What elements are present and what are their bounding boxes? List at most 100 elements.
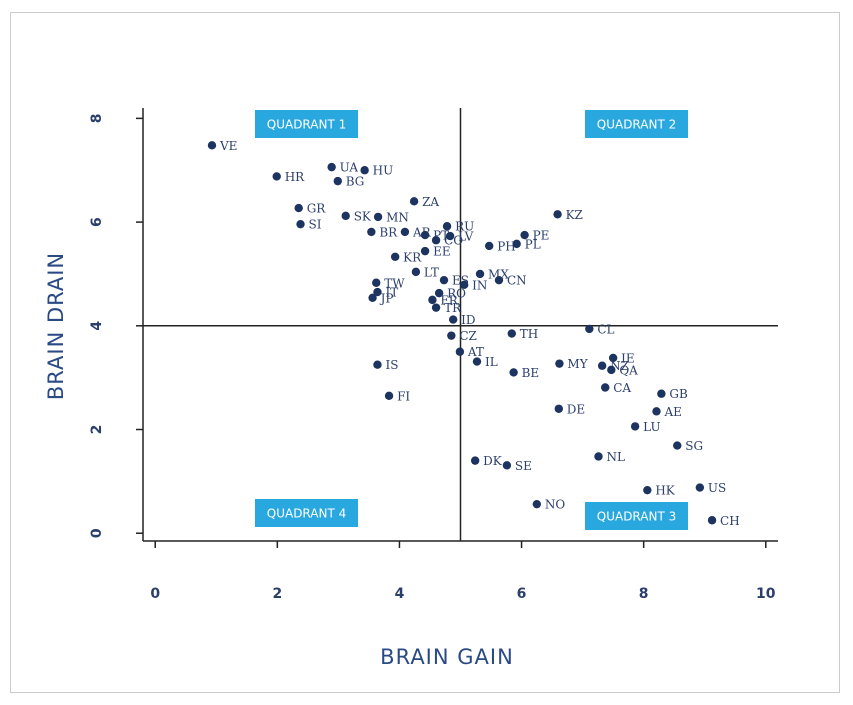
point: [607, 365, 616, 375]
point-label: IE: [621, 351, 635, 365]
point: [390, 252, 400, 262]
point: [360, 166, 369, 175]
point-label: PE: [533, 229, 550, 243]
point: [502, 461, 512, 470]
point-label: JP: [379, 291, 394, 305]
point-label: SK: [354, 209, 372, 223]
point: [597, 361, 607, 370]
point-label: QA: [619, 363, 638, 377]
point: [695, 483, 705, 492]
point: [442, 222, 452, 231]
point: [447, 331, 456, 340]
point: [367, 227, 376, 237]
point-label: SI: [309, 218, 322, 232]
x-tick-label: 4: [395, 586, 405, 602]
point: [372, 278, 381, 287]
point: [207, 141, 217, 150]
quadrant-label: QUADRANT 1: [267, 118, 347, 132]
point-label: CH: [720, 514, 740, 528]
point: [643, 485, 652, 495]
point: [439, 275, 449, 285]
point: [601, 383, 610, 392]
point-label: AE: [663, 405, 681, 419]
point: [294, 203, 303, 213]
y-tick-label: 4: [89, 321, 105, 331]
point-label: PL: [525, 237, 541, 251]
point: [475, 269, 485, 279]
point-label: TR: [444, 301, 462, 315]
point: [673, 441, 682, 450]
point-label: MX: [488, 267, 509, 281]
point-label: SG: [685, 439, 703, 453]
point: [455, 347, 465, 356]
frame: [10, 12, 840, 693]
point-label: TH: [520, 327, 538, 341]
point-label: VE: [219, 139, 237, 153]
point-label: KR: [403, 250, 422, 264]
point: [333, 176, 342, 186]
quadrant-label: QUADRANT 2: [597, 118, 677, 132]
point: [554, 404, 564, 413]
y-tick-label: 6: [89, 217, 105, 227]
point: [707, 516, 717, 525]
point-label: NO: [545, 498, 566, 512]
y-axis-title: BRAIN DRAIN: [44, 252, 68, 400]
point: [411, 267, 421, 277]
point: [532, 499, 542, 509]
point: [420, 246, 430, 256]
point-label: NL: [606, 450, 625, 464]
point-label: BR: [379, 225, 398, 239]
point-label: UA: [340, 161, 359, 175]
point-label: MY: [567, 357, 588, 371]
point-label: US: [708, 481, 726, 495]
point-label: CA: [613, 381, 631, 395]
point: [327, 162, 336, 172]
point: [509, 368, 518, 377]
quadrant-label: QUADRANT 3: [597, 510, 677, 524]
point-label: GR: [307, 202, 327, 216]
point-label: HU: [373, 164, 394, 178]
point: [400, 227, 410, 237]
y-tick-label: 0: [89, 528, 105, 538]
point: [657, 389, 666, 398]
point-label: BG: [346, 175, 365, 189]
x-tick-label: 2: [272, 586, 282, 602]
point: [594, 452, 603, 461]
point: [431, 236, 441, 245]
x-axis-title: BRAIN GAIN: [380, 645, 514, 669]
point-label: CL: [597, 322, 614, 336]
point: [373, 287, 382, 297]
point-label: BE: [522, 366, 540, 380]
quadrant-box: [255, 499, 358, 527]
point: [373, 360, 382, 369]
point: [553, 210, 562, 219]
point-label: PH: [497, 239, 516, 253]
point: [296, 219, 305, 229]
quadrant-box: [255, 110, 358, 138]
point-label: IL: [485, 355, 498, 369]
point-label: ZA: [422, 195, 439, 209]
point: [585, 324, 594, 334]
point-label: LT: [424, 265, 439, 279]
point: [507, 329, 516, 338]
point-label: SE: [515, 459, 532, 473]
point-label: ID: [461, 313, 475, 327]
point: [555, 359, 564, 368]
point: [484, 241, 494, 251]
x-tick-label: 8: [639, 586, 649, 602]
point-label: FI: [397, 389, 410, 403]
point-label: IT: [385, 286, 398, 300]
point: [652, 407, 661, 416]
point: [434, 288, 444, 298]
point: [494, 275, 504, 285]
quadrant-box: [585, 110, 688, 138]
point-label: TW: [384, 276, 405, 290]
point-label: KZ: [566, 208, 583, 222]
x-tick-label: 10: [756, 586, 776, 602]
y-tick-label: 2: [89, 425, 105, 435]
point: [520, 230, 529, 240]
point-label: CZ: [459, 329, 477, 343]
quadrant-label: QUADRANT 4: [267, 507, 347, 521]
point: [470, 456, 480, 465]
point: [428, 295, 437, 305]
